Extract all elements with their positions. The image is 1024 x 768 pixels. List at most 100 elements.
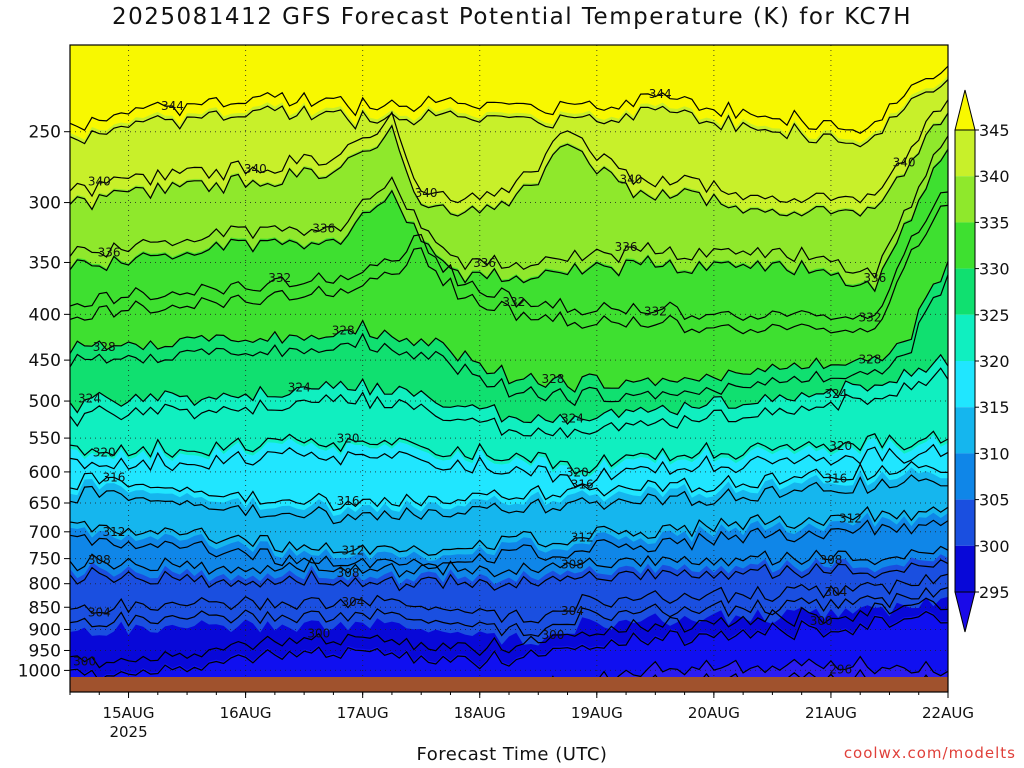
x-tick-label-19AUG: 19AUG xyxy=(571,704,623,722)
x-tick-label-21AUG: 21AUG xyxy=(805,704,857,722)
colorbar-label-325: 325 xyxy=(979,306,1010,325)
isotherm-label-320: 320 xyxy=(829,439,852,453)
y-tick-label-650: 650 xyxy=(29,494,61,514)
isotherm-label-328: 328 xyxy=(93,340,116,354)
isotherm-label-336: 336 xyxy=(863,271,886,285)
isotherm-label-316: 316 xyxy=(102,470,125,484)
isotherm-label-300: 300 xyxy=(73,655,96,669)
y-axis: 2503003504004505005506006507007508008509… xyxy=(18,123,70,681)
isotherm-label-312: 312 xyxy=(341,543,364,557)
isotherm-line-324 xyxy=(70,353,948,425)
isotherm-label-316: 316 xyxy=(337,494,360,508)
y-tick-label-1000: 1000 xyxy=(18,661,61,681)
y-tick-label-350: 350 xyxy=(29,253,61,273)
colorbar-label-305: 305 xyxy=(979,491,1010,510)
isotherm-label-332: 332 xyxy=(502,295,525,309)
colorbar-label-345: 345 xyxy=(979,121,1010,140)
colorbar-box xyxy=(955,222,975,269)
x-tick-label-15AUG: 15AUG xyxy=(103,704,155,722)
isotherm-label-320: 320 xyxy=(337,431,360,445)
filled-contours xyxy=(70,45,948,680)
isotherm-label-332: 332 xyxy=(644,305,667,319)
isotherm-label-340: 340 xyxy=(415,186,438,200)
isotherm-label-300: 300 xyxy=(541,628,564,642)
isotherm-lines xyxy=(70,65,948,680)
isotherm-line-330 xyxy=(70,204,948,335)
isotherm-label-304: 304 xyxy=(561,604,584,618)
band-p300 xyxy=(70,609,948,680)
isotherm-label-316: 316 xyxy=(571,477,594,491)
colorbar-box xyxy=(955,407,975,454)
colorbar: 345 340 335 330 325 320 315 310 305 300 295 xyxy=(954,89,1010,633)
isotherm-label-336: 336 xyxy=(98,245,121,259)
colorbar-box xyxy=(955,268,975,315)
y-tick-label-250: 250 xyxy=(29,123,61,143)
isotherm-label-304: 304 xyxy=(341,595,364,609)
y-tick-label-850: 850 xyxy=(29,598,61,618)
isotherm-label-308: 308 xyxy=(88,553,111,567)
colorbar-label-315: 315 xyxy=(979,398,1010,417)
isotherm-label-332: 332 xyxy=(268,271,291,285)
isotherm-line-338 xyxy=(70,112,948,217)
colorbar-label-310: 310 xyxy=(979,444,1010,463)
isotherm-label-300: 300 xyxy=(810,614,833,628)
source-credit: coolwx.com/modelts xyxy=(843,744,1016,762)
y-tick-label-700: 700 xyxy=(29,523,61,543)
isotherm-label-340: 340 xyxy=(244,162,267,176)
isotherm-line-304 xyxy=(70,573,948,624)
isotherm-label-300: 300 xyxy=(307,627,330,641)
isotherm-line-300 xyxy=(70,597,948,669)
colorbar-arrow-bottom xyxy=(954,591,976,633)
isotherm-line-334 xyxy=(70,148,948,293)
x-tick-label-22AUG: 22AUG xyxy=(922,704,974,722)
isotherm-label-340: 340 xyxy=(619,172,642,186)
colorbar-label-330: 330 xyxy=(979,260,1010,279)
y-tick-label-550: 550 xyxy=(29,429,61,449)
isotherm-label-312: 312 xyxy=(839,512,862,526)
isotherm-label-336: 336 xyxy=(615,240,638,254)
chart-title: 2025081412 GFS Forecast Potential Temper… xyxy=(112,4,912,30)
isotherm-label-296: 296 xyxy=(829,662,852,676)
isotherm-label-344: 344 xyxy=(161,99,184,113)
isotherm-label-340: 340 xyxy=(893,155,916,169)
isotherm-line-308 xyxy=(70,545,948,578)
colorbar-box xyxy=(955,453,975,500)
y-tick-label-400: 400 xyxy=(29,305,61,325)
colorbar-box xyxy=(955,130,975,177)
colorbar-label-340: 340 xyxy=(979,167,1010,186)
colorbar-label-320: 320 xyxy=(979,352,1010,371)
isotherm-line-306 xyxy=(70,559,948,592)
isotherm-label-324: 324 xyxy=(288,380,311,394)
isotherm-label-304: 304 xyxy=(88,606,111,620)
isotherm-line-340 xyxy=(70,99,948,204)
isotherm-line-322 xyxy=(70,367,948,439)
colorbar-arrow-top xyxy=(954,89,976,131)
isotherm-label-308: 308 xyxy=(561,558,584,572)
isotherm-label-328: 328 xyxy=(332,323,355,337)
isotherm-label-328: 328 xyxy=(541,372,564,386)
colorbar-box xyxy=(955,361,975,408)
colorbar-label-335: 335 xyxy=(979,213,1010,232)
y-tick-label-450: 450 xyxy=(29,351,61,371)
isotherm-label-308: 308 xyxy=(819,553,842,567)
isotherm-line-332 xyxy=(70,191,948,321)
isotherm-line-310 xyxy=(70,519,948,570)
y-tick-label-750: 750 xyxy=(29,550,61,570)
isotherm-line-344 xyxy=(70,65,948,134)
colorbar-label-300: 300 xyxy=(979,537,1010,556)
isotherm-label-320: 320 xyxy=(566,465,589,479)
isotherm-labels: 344 344 340 340 340 340 340 336 336 336 336 336 332 3… xyxy=(73,87,915,676)
isotherm-label-344: 344 xyxy=(649,87,672,101)
isotherm-label-324: 324 xyxy=(561,412,584,426)
isotherm-label-320: 320 xyxy=(93,446,116,460)
isotherm-line-326 xyxy=(70,274,948,407)
isotherm-label-324: 324 xyxy=(824,387,847,401)
isotherm-label-308: 308 xyxy=(337,566,360,580)
y-tick-label-600: 600 xyxy=(29,463,61,483)
isotherm-label-324: 324 xyxy=(78,392,101,406)
isotherm-line-318 xyxy=(70,443,948,488)
y-tick-label-300: 300 xyxy=(29,194,61,214)
isotherm-label-304: 304 xyxy=(824,585,847,599)
